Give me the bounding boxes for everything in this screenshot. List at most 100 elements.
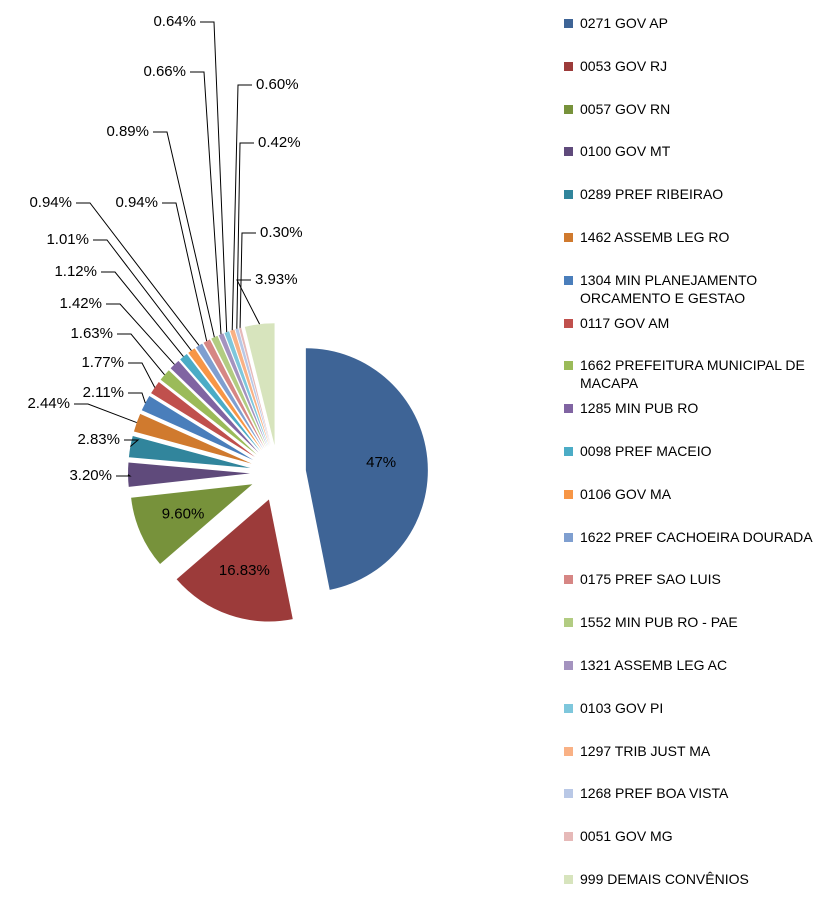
data-label: 9.60% [162,505,205,522]
pie-slice [218,333,268,448]
legend-item: 1285 MIN PUB RO [562,399,830,417]
legend-item: 0057 GOV RN [562,100,830,118]
pie-slice [151,382,255,458]
data-label: 0.64% [153,13,196,30]
pie-slice [128,462,251,487]
pie-slice [128,435,251,469]
pie-slice [195,343,264,450]
data-label: 3.20% [69,467,112,484]
legend-swatch [564,104,573,114]
legend-label: 0098 PREF MACEIO [580,443,712,459]
leader-line [236,279,261,325]
pie-slice [131,484,253,565]
data-label: 47% [366,454,396,471]
legend-label: 1622 PREF CACHOEIRA DOURADA [580,528,813,545]
data-label: 0.94% [29,194,72,211]
legend-item: 1321 ASSEMB LEG AC [562,656,830,674]
data-label: 1.77% [81,354,124,371]
pie-slice [141,396,254,460]
leader-line [231,84,252,331]
legend-label: 0100 GOV MT [580,143,671,160]
data-label: 0.94% [115,194,158,211]
legend-label: 999 DEMAIS CONVÊNIOS [580,871,749,887]
leader-line [236,142,254,329]
legend-item: 0098 PREF MACEIO [562,442,830,460]
pie-slice [170,360,259,453]
leader-line [116,474,132,477]
data-label: 0.30% [260,224,303,241]
legend-item: 0103 GOV PI [562,699,830,717]
legend-swatch [564,746,573,756]
legend-item: 0100 GOV MT [562,142,830,160]
legend-label: 1552 MIN PUB RO - PAE [580,614,738,631]
pie-slice [203,339,265,449]
data-label: 1.63% [70,325,113,342]
data-label: 3.93% [255,271,298,288]
legend-label: 0057 GOV RN [580,100,671,117]
legend-item: 999 DEMAIS CONVÊNIOS [562,870,830,888]
pie-slice [224,331,269,447]
pie-slice [230,329,270,447]
leader-line [128,362,156,388]
legend-label: 1321 ASSEMB LEG AC [580,657,728,673]
legend-label: 1662 PREFEITURA MUNICIPAL DE MACAPA [580,357,805,392]
data-label: 0.42% [258,134,301,151]
data-label: 2.83% [77,431,120,448]
leader-line [162,202,208,342]
data-label: 0.66% [143,63,186,80]
legend-swatch [564,61,573,71]
legend-swatch [564,661,573,670]
legend-swatch [564,489,573,499]
legend-item: 0289 PREF RIBEIRAO [562,185,830,203]
leader-line [200,21,228,333]
leader-line [106,303,175,365]
legend-swatch [564,703,573,713]
leader-line [101,271,184,357]
legend-item: 1304 MIN PLANEJAMENTO ORCAMENTO E GESTAO [562,271,830,307]
pie-slice [188,348,262,451]
leader-line [190,71,222,335]
data-label: 16.83% [219,562,270,579]
leader-line [76,202,200,346]
legend-swatch [564,447,573,456]
legend-label: 0175 PREF SAO LUIS [580,571,721,588]
legend-swatch [564,19,573,28]
legend-swatch [564,275,573,285]
pie-slice [211,335,267,448]
legend-swatch [564,147,573,157]
legend-swatch [564,404,573,414]
legend-item: 0051 GOV MG [562,827,830,845]
legend-item: 1622 PREF CACHOEIRA DOURADA [562,528,830,546]
legend-label: 0053 GOV RJ [580,57,668,74]
data-label: 0.89% [106,123,149,140]
pie-slice [160,370,257,455]
leader-line [239,232,256,328]
data-label: 2.44% [27,395,70,412]
pie-slice [238,327,271,446]
data-label: 1.01% [46,231,89,248]
legend-label: 0103 GOV PI [580,699,664,716]
legend-item: 1552 MIN PUB RO - PAE [562,613,830,631]
legend-swatch [564,875,573,884]
pie-slice [244,323,275,446]
data-label: 1.42% [59,295,102,312]
legend-item: 0175 PREF SAO LUIS [562,570,830,588]
legend-swatch [564,832,573,842]
legend-swatch [564,789,573,799]
pie-slice [133,413,252,464]
legend-swatch [564,233,573,242]
legend-swatch [564,618,573,628]
legend-item: 0053 GOV RJ [562,57,830,75]
legend-swatch [564,190,573,200]
legend-label: 0051 GOV MG [580,828,673,845]
data-label: 1.12% [54,263,97,280]
legend-label: 0117 GOV AM [580,314,670,331]
pie-slice [176,499,293,622]
legend-label: 1285 MIN PUB RO [580,400,699,417]
legend-label: 0271 GOV AP [580,15,668,31]
legend-label: 1304 MIN PLANEJAMENTO ORCAMENTO E GESTAO [580,271,758,306]
legend-item: 1297 TRIB JUST MA [562,742,830,760]
data-label: 0.60% [256,76,299,93]
leader-line [128,392,146,404]
